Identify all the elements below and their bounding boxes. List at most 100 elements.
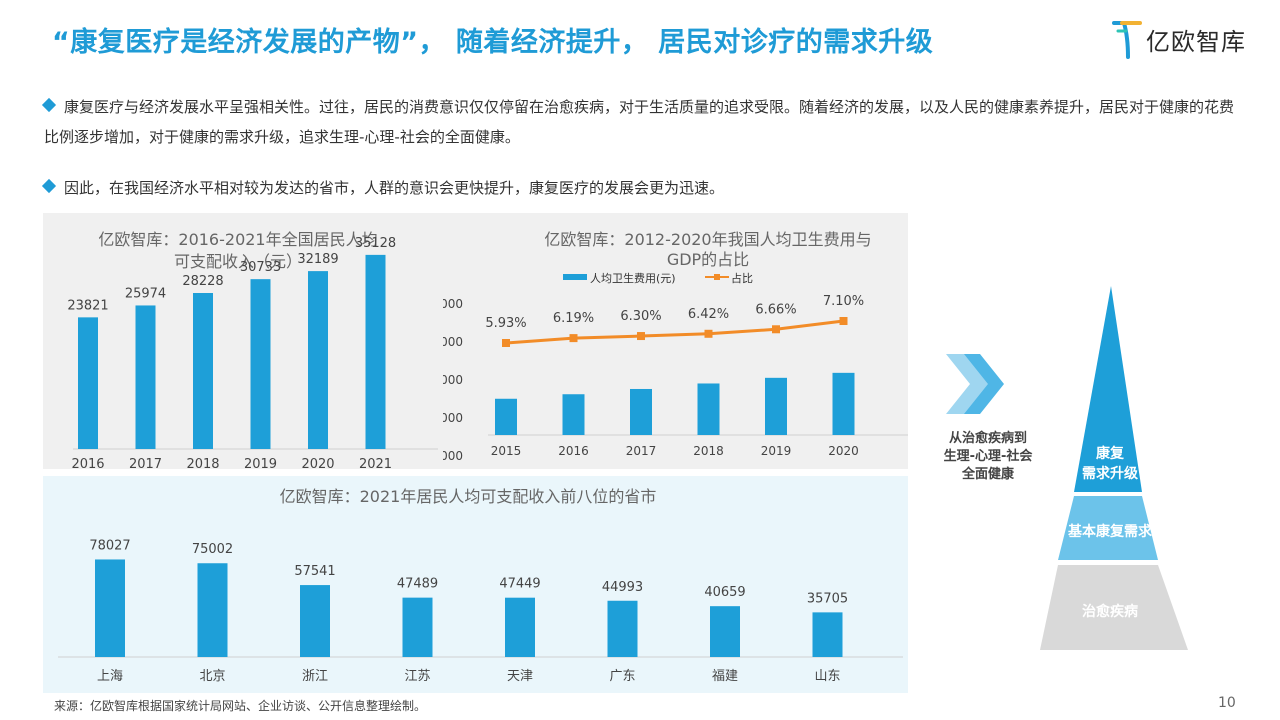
chart1-x-tick: 2021 [359, 457, 392, 469]
chart2-x-tick: 2018 [693, 444, 724, 458]
chart2-line-label: 6.42% [688, 307, 729, 322]
chart1-data-label: 35128 [355, 236, 396, 251]
chart3-bar [300, 585, 330, 657]
chart3-title: 亿欧智库：2021年居民人均可支配收入前八位的省市 [280, 487, 657, 506]
chart2-legend-bar-label: 人均卫生费用(元) [590, 271, 676, 285]
diamond-bullet-icon [41, 178, 57, 194]
chart1-title-line: 亿欧智库：2016-2021年全国居民人均 [98, 230, 377, 249]
logo-text: 亿欧智库 [1146, 27, 1246, 56]
chart1-data-label: 28228 [182, 274, 223, 289]
chart2-legend-line-label: 占比 [731, 271, 753, 285]
chart1-bar [135, 305, 156, 449]
chart2-line-label: 7.10% [823, 294, 864, 309]
bullet-1: 康复医疗与经济发展水平呈强相关性。过往，居民的消费意识仅仅停留在治愈疾病，对于生… [41, 92, 1235, 152]
chart1-bar [78, 317, 98, 449]
chart2-ratio-line [505, 319, 844, 345]
chart3-data-label: 35705 [807, 591, 848, 606]
chart1-x-tick: 2016 [71, 457, 104, 469]
chart2-line-label: 6.66% [755, 302, 796, 317]
chart2-y-tick: 3000 [443, 373, 463, 387]
chart2-bar [765, 377, 787, 435]
chart1-data-label: 23821 [67, 298, 108, 313]
chart3-data-label: 57541 [294, 564, 335, 579]
chart3-data-label: 44993 [602, 580, 643, 595]
chart2-line-marker [704, 329, 713, 338]
chart3-bar [505, 597, 535, 657]
source-note: 来源：亿欧智库根据国家统计局网站、企业访谈、公开信息整理绘制。 [54, 699, 427, 713]
chart1-bar [250, 279, 271, 449]
chart3-bar [197, 563, 228, 657]
chart1-data-label: 32189 [297, 252, 338, 267]
chart2-line-marker [772, 325, 780, 334]
chart2-line-label: 6.19% [553, 311, 594, 326]
needs-pyramid: 康复 需求升级 基本康复需求 治愈疾病 [1040, 286, 1195, 655]
chart2-y-tick: 5000 [443, 335, 463, 349]
chart3-x-tick: 天津 [507, 669, 533, 684]
logo: 亿欧智库 [1112, 18, 1246, 60]
chart3-x-tick: 浙江 [302, 669, 328, 684]
chart1-title-line: 可支配收入（元） [174, 252, 302, 271]
chart2-bar [495, 398, 517, 435]
chart3-data-label: 78027 [89, 538, 130, 553]
chart1-bar [308, 271, 328, 449]
chart3-x-tick: 北京 [199, 669, 225, 684]
chart2-line-marker [637, 332, 645, 341]
chart1-bar [365, 254, 386, 449]
chart3-data-label: 47449 [499, 577, 540, 592]
pyramid-top-line-1: 康复 [1096, 445, 1125, 462]
chart1-x-tick: 2019 [244, 457, 277, 469]
chart2-bar [562, 394, 585, 435]
chart2-bar [697, 383, 720, 435]
chart3-bar [607, 600, 638, 657]
chart2-x-tick: 2016 [558, 444, 589, 458]
arrow-text-line-2: 生理-心理-社会 [944, 448, 1034, 464]
chart2-line-label: 6.30% [620, 309, 661, 324]
chart2-line-marker [839, 317, 848, 325]
pyramid-top-tier [1074, 286, 1142, 492]
chart1-x-tick: 2018 [186, 457, 219, 469]
chart2-legend-bar-swatch [563, 274, 587, 280]
chart2-bar [832, 372, 855, 435]
double-chevron-icon [946, 354, 1004, 414]
chart3-x-tick: 山东 [814, 669, 840, 684]
page-number: 10 [1218, 695, 1236, 711]
chart1-bar [193, 293, 213, 449]
chart3-data-label: 47489 [397, 577, 438, 592]
chart3-x-tick: 广东 [609, 669, 635, 684]
chart1-x-tick: 2020 [301, 457, 334, 469]
chart3-x-tick: 福建 [712, 669, 738, 684]
chart3-data-label: 40659 [704, 585, 745, 600]
pyramid-middle-tier [1058, 496, 1158, 560]
bullet-1-text: 康复医疗与经济发展水平呈强相关性。过往，居民的消费意识仅仅停留在治愈疾病，对于生… [44, 98, 1235, 146]
chart3-data-label: 75002 [192, 542, 233, 557]
chart1-x-tick: 2017 [129, 457, 162, 469]
pyramid-bottom-tier [1040, 565, 1188, 650]
top-charts-panel: 亿欧智库：2016-2021年全国居民人均 可支配收入（元） 23821 2016 25… [43, 213, 908, 472]
chart3-x-tick: 上海 [97, 669, 123, 684]
chart2-x-tick: 2020 [828, 444, 859, 458]
chart2-bar [630, 388, 652, 435]
chart2-title-line: GDP的占比 [667, 250, 749, 269]
page-title: “康复医疗是经济发展的产物”， 随着经济提升， 居民对诊疗的需求升级 [52, 27, 934, 58]
pyramid-bottom-label: 治愈疾病 [1082, 603, 1138, 620]
chart3-bar [402, 597, 433, 657]
chart2-y-tick: 1000 [443, 411, 463, 425]
chart2-y-tick: -1000 [443, 449, 463, 463]
bullet-2-text: 因此，在我国经济水平相对较为发达的省市，人群的意识会更快提升，康复医疗的发展会更… [64, 179, 725, 197]
diamond-bullet-icon [41, 97, 57, 113]
chart2-y-tick: 7000 [443, 297, 463, 311]
pyramid-middle-label: 基本康复需求 [1068, 523, 1153, 540]
chart2-legend-line-marker [714, 274, 720, 280]
arrow-text-line-1: 从治愈疾病到 [949, 430, 1027, 446]
chart2-x-tick: 2019 [761, 444, 792, 458]
bullet-2: 因此，在我国经济水平相对较为发达的省市，人群的意识会更快提升，康复医疗的发展会更… [41, 173, 1234, 203]
chart2-title-line: 亿欧智库：2012-2020年我国人均卫生费用与 [544, 230, 871, 249]
chart3-bar [812, 612, 843, 657]
province-chart-panel: 亿欧智库：2021年居民人均可支配收入前八位的省市 78027 上海 75002 北京 5… [43, 476, 908, 693]
chart3-bar [95, 559, 125, 657]
chart2-line-label: 5.93% [485, 316, 526, 331]
chart1-data-label: 30733 [240, 260, 281, 275]
chart2-line-marker [502, 339, 510, 347]
chart1-data-label: 25974 [125, 286, 166, 301]
transition-arrow: 从治愈疾病到 生理-心理-社会 全面健康 [942, 354, 1082, 498]
